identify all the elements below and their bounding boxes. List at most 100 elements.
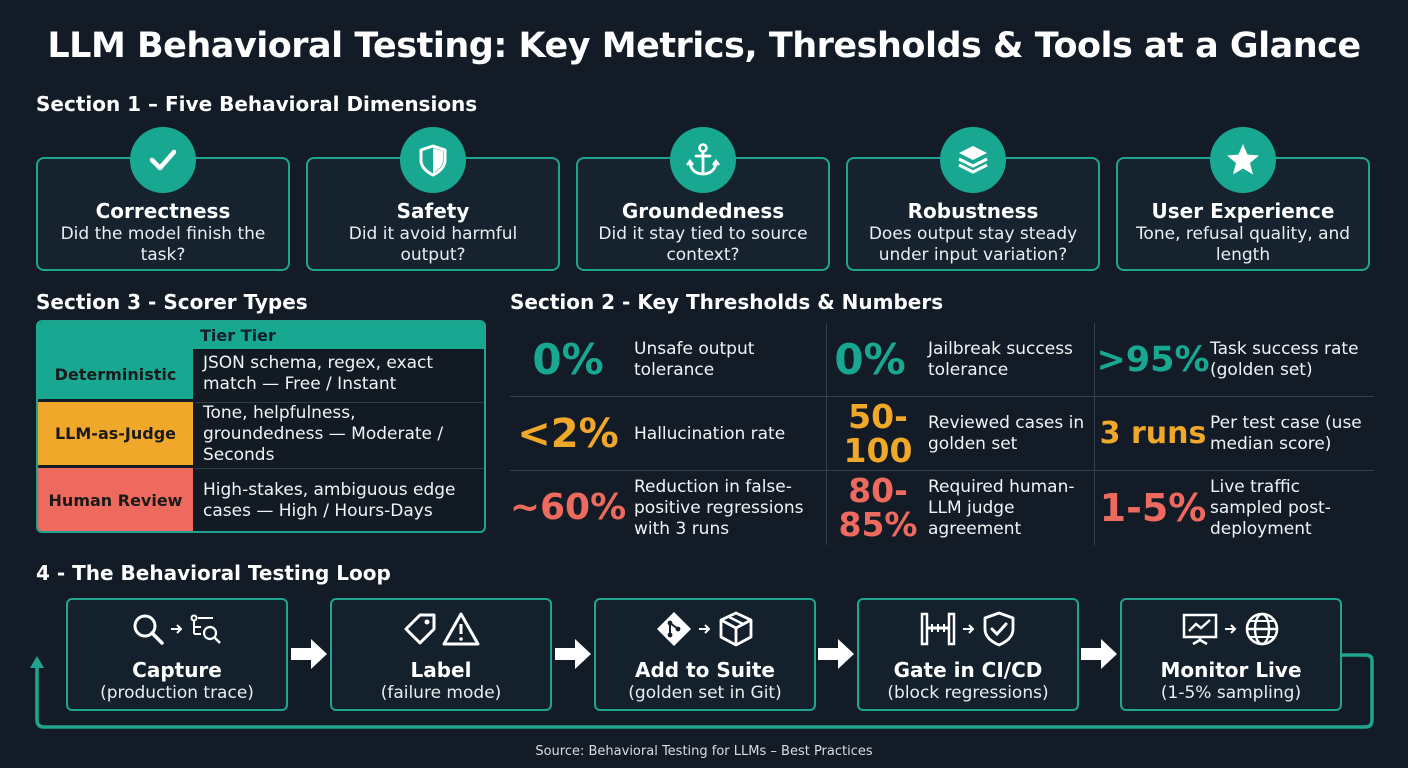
dimension-card-safety: Safety Did it avoid harmful output?: [306, 127, 560, 271]
threshold-value: 3 runs: [1099, 416, 1207, 451]
threshold-unsafe-output: 0% Unsafe output tolerance: [510, 323, 798, 397]
threshold-jailbreak: 0% Jailbreak success tolerance: [828, 323, 1116, 397]
dimension-card-correctness: Correctness Did the model finish the tas…: [36, 127, 290, 271]
arrow-right-icon: [697, 621, 713, 641]
grid-divider: [510, 396, 1374, 397]
dimension-card-user-experience: User Experience Tone, refusal quality, a…: [1116, 127, 1370, 271]
scorer-desc: JSON schema, regex, exact match — Free /…: [203, 353, 434, 394]
grid-divider: [826, 323, 827, 545]
dimension-desc: Tone, refusal quality, and length: [1135, 224, 1351, 265]
gate-icon: [919, 611, 957, 651]
section2-heading: Section 2 - Key Thresholds & Numbers: [510, 290, 944, 314]
dimension-title: Groundedness: [621, 199, 785, 223]
loop-step-subtitle: (failure mode): [380, 683, 502, 703]
arrow-right-icon: [1223, 621, 1239, 641]
dimension-desc: Did it avoid harmful output?: [348, 224, 518, 265]
threshold-false-positive-reduction: ~60% Reduction in false-positive regress…: [509, 471, 804, 545]
trace-search-icon: [189, 612, 223, 650]
layers-icon: [940, 127, 1006, 193]
threshold-value: ~60%: [509, 487, 627, 528]
dimension-desc: Did the model finish the task?: [60, 224, 266, 265]
search-icon: [131, 612, 165, 650]
star-icon: [1210, 127, 1276, 193]
threshold-value: 0%: [532, 335, 604, 384]
loop-step-icons: [332, 612, 550, 650]
scorer-label: Deterministic: [38, 349, 193, 399]
loop-step-subtitle: (production trace): [100, 683, 254, 703]
threshold-value: >95%: [1096, 340, 1210, 380]
threshold-hallucination: <2% Hallucination rate: [510, 397, 798, 471]
threshold-value: 0%: [834, 335, 906, 384]
scorer-desc: Tone, helpfulness, groundedness — Modera…: [195, 402, 484, 465]
section1-heading: Section 1 – Five Behavioral Dimensions: [36, 92, 478, 116]
threshold-value: 80- 85%: [838, 471, 918, 544]
loop-step-title: Monitor Live: [1160, 658, 1302, 682]
dimension-title: Safety: [396, 199, 470, 223]
threshold-label: Reduction in false-positive regressions …: [634, 476, 804, 539]
threshold-runs-per-case: 3 runs Per test case (use median score): [1096, 397, 1374, 471]
scorer-row-human-review: Human Review High-stakes, ambiguous edge…: [38, 468, 484, 531]
threshold-label: Required human-LLM judge agreement: [928, 476, 1075, 539]
threshold-label: Reviewed cases in golden set: [928, 413, 1085, 454]
dimension-title: Correctness: [95, 199, 231, 223]
threshold-live-sampling: 1-5% Live traffic sampled post-deploymen…: [1096, 471, 1374, 545]
flow-arrow-icon: [555, 639, 591, 669]
threshold-label: Per test case (use median score): [1210, 413, 1362, 454]
grid-divider: [1094, 323, 1095, 545]
loop-step-label: Label (failure mode): [330, 598, 552, 711]
arrow-right-icon: [961, 621, 977, 641]
threshold-value: <2%: [517, 411, 619, 457]
arrow-right-icon: [169, 621, 185, 641]
dimension-card-groundedness: Groundedness Did it stay tied to source …: [576, 127, 830, 271]
dimension-card-robustness: Robustness Does output stay steady under…: [846, 127, 1100, 271]
shield-check-icon: [981, 610, 1017, 652]
monitor-chart-icon: [1181, 611, 1219, 651]
flow-arrow-icon: [818, 639, 854, 669]
threshold-value: 50- 100: [843, 397, 913, 470]
loop-step-subtitle: (golden set in Git): [628, 683, 782, 703]
loop-step-icons: [68, 612, 286, 650]
section3-heading: Section 3 - Scorer Types: [36, 290, 308, 314]
checkmark-icon: [130, 127, 196, 193]
tag-icon: [402, 611, 438, 651]
loop-step-icons: [859, 610, 1077, 652]
loop-step-capture: Capture (production trace): [66, 598, 288, 711]
git-icon: [655, 610, 693, 652]
grid-divider: [510, 470, 1374, 471]
loop-step-add-to-suite: Add to Suite (golden set in Git): [594, 598, 816, 711]
threshold-label: Task success rate (golden set): [1210, 339, 1359, 380]
scorer-row-llm-judge: LLM-as-Judge Tone, helpfulness, grounded…: [38, 402, 484, 465]
scorer-table: Tier Tier Deterministic JSON schema, reg…: [36, 320, 486, 533]
flow-arrow-icon: [291, 639, 327, 669]
scorer-label: LLM-as-Judge: [38, 402, 193, 465]
threshold-judge-agreement: 80- 85% Required human-LLM judge agreeme…: [828, 471, 1116, 545]
scorer-label: Human Review: [38, 468, 193, 531]
shield-icon: [400, 127, 466, 193]
loop-step-icons: [596, 610, 814, 652]
section4-heading: 4 - The Behavioral Testing Loop: [36, 561, 391, 585]
loop-step-gate: Gate in CI/CD (block regressions): [857, 598, 1079, 711]
threshold-value: 1-5%: [1099, 486, 1207, 530]
dimension-title: User Experience: [1151, 199, 1335, 223]
page-title: LLM Behavioral Testing: Key Metrics, Thr…: [47, 26, 1361, 66]
loop-step-icons: [1122, 612, 1340, 650]
loop-step-subtitle: (block regressions): [887, 683, 1049, 703]
scorer-desc: High-stakes, ambiguous edge cases — High…: [195, 468, 484, 531]
flow-arrow-icon: [1081, 639, 1117, 669]
loop-step-title: Gate in CI/CD: [893, 658, 1043, 682]
dimension-title: Robustness: [907, 199, 1039, 223]
threshold-golden-set-size: 50- 100 Reviewed cases in golden set: [828, 397, 1116, 471]
threshold-task-success: >95% Task success rate (golden set): [1096, 323, 1374, 397]
loop-step-monitor: Monitor Live (1-5% sampling): [1120, 598, 1342, 711]
warning-icon: [442, 611, 480, 651]
threshold-label: Hallucination rate: [634, 423, 786, 444]
scorer-row-deterministic: Deterministic JSON schema, regex, exact …: [38, 349, 484, 399]
thresholds-grid: 0% Unsafe output tolerance 0% Jailbreak …: [510, 323, 1374, 545]
source-note: Source: Behavioral Testing for LLMs – Be…: [535, 744, 873, 759]
box-icon: [717, 610, 755, 652]
dimension-desc: Did it stay tied to source context?: [598, 224, 808, 265]
globe-icon: [1243, 610, 1281, 652]
loop-step-title: Add to Suite: [635, 658, 775, 682]
threshold-label: Jailbreak success tolerance: [928, 339, 1073, 380]
